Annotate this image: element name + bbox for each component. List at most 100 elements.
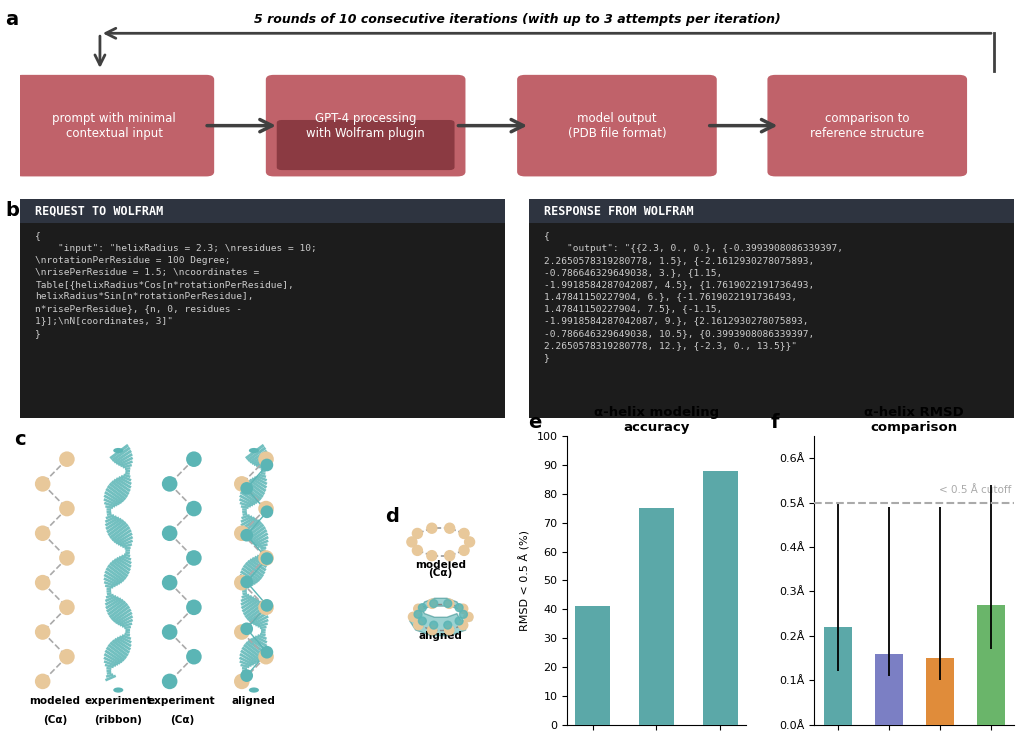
Polygon shape: [108, 643, 127, 660]
Polygon shape: [111, 526, 130, 541]
Bar: [977, 605, 1005, 725]
Polygon shape: [111, 605, 130, 621]
Polygon shape: [241, 664, 250, 668]
Circle shape: [419, 617, 426, 625]
Polygon shape: [247, 480, 265, 496]
Polygon shape: [241, 675, 252, 681]
Polygon shape: [254, 476, 267, 485]
Circle shape: [35, 624, 50, 640]
Polygon shape: [117, 536, 133, 546]
Circle shape: [444, 523, 455, 533]
Polygon shape: [117, 615, 133, 625]
Circle shape: [428, 625, 437, 635]
Circle shape: [443, 600, 452, 608]
Polygon shape: [119, 619, 133, 627]
Circle shape: [234, 624, 250, 640]
FancyBboxPatch shape: [20, 198, 505, 223]
Polygon shape: [115, 532, 133, 545]
Text: f: f: [771, 413, 779, 432]
Circle shape: [162, 624, 177, 640]
Circle shape: [258, 600, 273, 615]
Polygon shape: [104, 515, 117, 523]
Polygon shape: [242, 646, 261, 662]
Polygon shape: [241, 597, 257, 610]
Polygon shape: [115, 611, 133, 624]
Polygon shape: [125, 631, 130, 634]
Circle shape: [234, 476, 250, 492]
Circle shape: [260, 646, 273, 659]
Polygon shape: [242, 673, 249, 678]
Polygon shape: [253, 536, 269, 546]
Circle shape: [413, 545, 423, 556]
Circle shape: [35, 476, 50, 492]
Polygon shape: [240, 581, 252, 587]
Polygon shape: [243, 643, 263, 660]
Polygon shape: [245, 482, 264, 498]
Circle shape: [459, 604, 468, 613]
Circle shape: [241, 669, 253, 682]
Polygon shape: [105, 488, 125, 502]
Bar: [575, 606, 610, 725]
Circle shape: [162, 575, 177, 591]
Polygon shape: [125, 551, 130, 554]
Polygon shape: [240, 649, 259, 663]
Polygon shape: [249, 559, 266, 572]
Polygon shape: [106, 590, 112, 593]
Polygon shape: [261, 549, 265, 552]
Circle shape: [241, 622, 253, 635]
Polygon shape: [246, 605, 266, 621]
Polygon shape: [112, 640, 130, 654]
Polygon shape: [239, 494, 256, 505]
Polygon shape: [113, 529, 132, 543]
Polygon shape: [243, 521, 262, 537]
Polygon shape: [106, 485, 126, 501]
Polygon shape: [110, 523, 129, 539]
Polygon shape: [410, 598, 472, 635]
Polygon shape: [103, 574, 121, 585]
Polygon shape: [117, 637, 132, 647]
Polygon shape: [254, 556, 267, 564]
Polygon shape: [116, 557, 132, 568]
Polygon shape: [261, 551, 265, 554]
Ellipse shape: [249, 687, 259, 692]
Polygon shape: [125, 629, 130, 631]
Polygon shape: [125, 546, 131, 550]
Polygon shape: [241, 515, 253, 523]
Polygon shape: [116, 477, 132, 489]
Polygon shape: [104, 570, 123, 583]
Polygon shape: [120, 539, 133, 547]
Polygon shape: [114, 559, 131, 572]
Polygon shape: [251, 532, 268, 545]
Circle shape: [459, 545, 469, 556]
Text: d: d: [385, 507, 398, 526]
Polygon shape: [111, 480, 130, 496]
Circle shape: [186, 600, 202, 615]
Circle shape: [459, 621, 468, 630]
Circle shape: [186, 649, 202, 665]
Polygon shape: [243, 564, 262, 580]
Circle shape: [162, 476, 177, 492]
Polygon shape: [243, 485, 262, 501]
Circle shape: [459, 529, 469, 539]
Polygon shape: [124, 632, 130, 637]
Polygon shape: [108, 564, 127, 580]
Polygon shape: [105, 673, 114, 678]
Polygon shape: [106, 519, 125, 534]
Polygon shape: [112, 560, 130, 575]
Polygon shape: [256, 475, 267, 482]
Polygon shape: [122, 543, 132, 548]
Polygon shape: [241, 518, 258, 530]
Circle shape: [162, 526, 177, 541]
Polygon shape: [242, 594, 250, 599]
Text: aligned: aligned: [419, 631, 463, 640]
Polygon shape: [242, 510, 247, 513]
Polygon shape: [122, 634, 131, 640]
Circle shape: [444, 625, 454, 635]
Circle shape: [59, 649, 75, 665]
Polygon shape: [104, 517, 120, 526]
Circle shape: [260, 459, 273, 471]
Polygon shape: [103, 498, 118, 507]
Circle shape: [35, 526, 50, 541]
Text: modeled: modeled: [416, 560, 466, 570]
Circle shape: [443, 621, 452, 629]
